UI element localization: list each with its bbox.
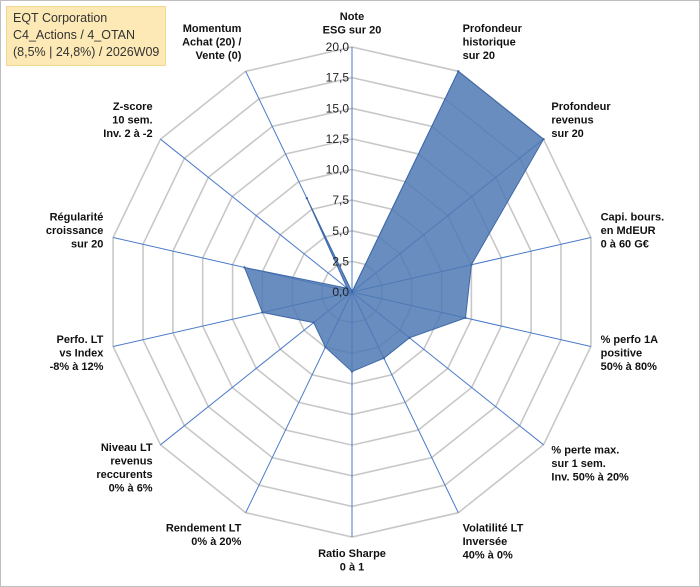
axis-label-line: Z-score xyxy=(113,101,153,113)
axis-label-line: Perfo. LT xyxy=(57,334,104,346)
range-week-label: (8,5% | 24,8%) / 2026W09 xyxy=(13,45,160,59)
axis-label-line: 0% à 6% xyxy=(109,482,153,494)
axis-label-line: % perte max. xyxy=(551,444,619,456)
label-layer: Note ESG sur 20 Profondeur historique sur 20… xyxy=(46,11,664,574)
axis-label-line: historique xyxy=(463,36,516,48)
axis-label-line: en MdEUR xyxy=(601,225,656,237)
axis-label-line: Profondeur xyxy=(551,101,611,113)
axis-label-line: Volatilité LT xyxy=(463,523,524,535)
axis-label-line: revenus xyxy=(551,115,593,127)
series-area xyxy=(243,70,545,373)
axis-label-line: -8% à 12% xyxy=(50,361,104,373)
chart-title-box: EQT Corporation C4_Actions / 4_OTAN (8,5… xyxy=(6,6,166,66)
axis-label-line: 0 à 60 G€ xyxy=(601,239,649,251)
data-point xyxy=(464,316,467,320)
data-point xyxy=(243,266,246,269)
axis-label: Capi. bours. en MdEUR 0 à 60 G€ xyxy=(601,212,665,251)
axis-label-line: Inversée xyxy=(463,536,508,548)
data-point xyxy=(305,197,308,200)
axis-label: Régularité croissance sur 20 xyxy=(46,212,103,251)
axis-label: Volatilité LT Inversée 40% à 0% xyxy=(463,523,524,562)
data-point xyxy=(324,346,327,349)
axis-label: Momentum Achat (20) / Vente (0) xyxy=(182,23,242,62)
axis-label: Note ESG sur 20 xyxy=(323,11,382,37)
axis-label-line: sur 20 xyxy=(551,128,583,140)
category-label: C4_Actions / 4_OTAN xyxy=(13,28,136,42)
data-point xyxy=(408,336,411,339)
axis-label-line: Ratio Sharpe xyxy=(318,548,386,560)
series-layer xyxy=(243,70,545,373)
tick-label: 2,5 xyxy=(332,254,349,268)
axis-label-line: Régularité xyxy=(50,212,104,224)
tick-label: 0,0 xyxy=(332,285,349,299)
axis-label-line: Vente (0) xyxy=(196,50,242,62)
data-point xyxy=(457,70,460,73)
axis-label-line: Rendement LT xyxy=(166,523,242,535)
axis-label-line: Inv. 50% à 20% xyxy=(551,471,629,483)
axis-spoke xyxy=(160,138,353,293)
axis-label-line: ESG sur 20 xyxy=(323,25,382,37)
axis-label: Niveau LT revenus reccurents 0% à 6% xyxy=(96,442,153,495)
tick-label: 5,0 xyxy=(332,224,349,238)
data-point xyxy=(470,263,473,266)
data-point xyxy=(261,311,264,314)
axis-label-line: sur 20 xyxy=(71,239,103,251)
axis-label-line: Niveau LT xyxy=(101,442,153,454)
axis-label: Profondeur historique sur 20 xyxy=(463,23,523,62)
tick-label: 10,0 xyxy=(326,163,350,177)
axis-label-line: sur 20 xyxy=(463,50,495,62)
data-point xyxy=(312,321,315,324)
tick-label: 7,5 xyxy=(332,193,349,207)
axis-label: % perfo 1A positive 50% à 80% xyxy=(601,334,659,373)
axis-label-line: 0 à 1 xyxy=(340,562,364,574)
axis-label-line: Achat (20) / xyxy=(182,36,241,48)
axis-label-line: 50% à 80% xyxy=(601,361,657,373)
company-name: EQT Corporation xyxy=(13,11,108,25)
axis-label: Z-score 10 sem. Inv. 2 à -2 xyxy=(103,101,152,140)
axis-label-line: reccurents xyxy=(96,469,152,481)
tick-layer: 0,0 2,5 5,0 7,5 10,0 12,5 15,0 17,5 20,0 xyxy=(326,40,350,299)
axis-label: Profondeur revenus sur 20 xyxy=(551,101,611,140)
tick-label: 15,0 xyxy=(326,101,350,115)
data-point xyxy=(542,138,545,141)
axis-label: Ratio Sharpe 0 à 1 xyxy=(318,548,386,574)
axis-label-line: Momentum xyxy=(183,23,242,35)
axis-label-line: Inv. 2 à -2 xyxy=(103,128,152,140)
data-point xyxy=(350,290,354,294)
axis-label-line: 10 sem. xyxy=(112,115,152,127)
tick-label: 12,5 xyxy=(326,132,350,146)
axis-label-line: Profondeur xyxy=(463,23,523,35)
tick-label: 20,0 xyxy=(326,40,350,54)
axis-label-line: Note xyxy=(340,11,364,23)
axis-label-line: croissance xyxy=(46,225,103,237)
axis-label-line: 0% à 20% xyxy=(191,536,241,548)
axis-label-line: revenus xyxy=(110,455,152,467)
axis-label-line: sur 1 sem. xyxy=(551,458,605,470)
axis-label-line: vs Index xyxy=(59,348,104,360)
axis-label: Perfo. LT vs Index -8% à 12% xyxy=(50,334,105,373)
data-point xyxy=(346,287,349,290)
axis-label-line: positive xyxy=(601,348,643,360)
axis-label-line: 40% à 0% xyxy=(463,550,513,562)
data-point xyxy=(382,357,386,360)
axis-label-line: Capi. bours. xyxy=(601,212,665,224)
data-point xyxy=(350,370,354,373)
tick-label: 17,5 xyxy=(326,71,350,85)
axis-label: % perte max. sur 1 sem. Inv. 50% à 20% xyxy=(551,444,629,483)
axis-label: Rendement LT 0% à 20% xyxy=(166,523,242,549)
axis-label-line: % perfo 1A xyxy=(601,334,659,346)
